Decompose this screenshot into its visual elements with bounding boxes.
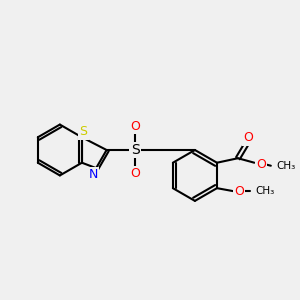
Text: O: O — [130, 167, 140, 180]
Text: O: O — [243, 131, 253, 144]
Text: N: N — [88, 168, 98, 181]
Text: O: O — [256, 158, 266, 171]
Text: CH₃: CH₃ — [276, 161, 296, 171]
Text: O: O — [130, 120, 140, 133]
Text: O: O — [234, 185, 244, 198]
Text: CH₃: CH₃ — [255, 186, 274, 196]
Text: S: S — [80, 125, 87, 138]
Text: S: S — [131, 143, 140, 157]
